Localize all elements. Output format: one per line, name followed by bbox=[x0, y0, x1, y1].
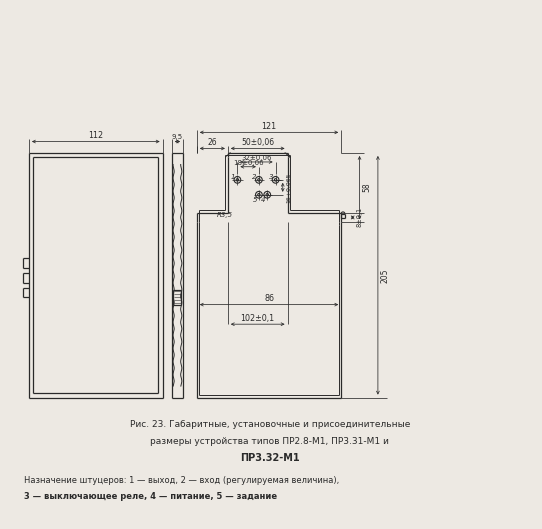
Text: R3,5: R3,5 bbox=[217, 213, 233, 218]
Text: 102±0,1: 102±0,1 bbox=[241, 314, 275, 323]
Text: 58: 58 bbox=[362, 183, 371, 193]
Text: 50±0,06: 50±0,06 bbox=[241, 138, 274, 147]
Text: 9,5: 9,5 bbox=[172, 134, 183, 140]
Text: 32±0,06: 32±0,06 bbox=[241, 155, 272, 161]
Text: 26: 26 bbox=[208, 138, 217, 147]
Text: 2: 2 bbox=[253, 175, 257, 180]
Text: 112: 112 bbox=[88, 131, 104, 140]
Text: 3 — выключающее реле, 4 — питание, 5 — задание: 3 — выключающее реле, 4 — питание, 5 — з… bbox=[24, 491, 278, 500]
Text: 3: 3 bbox=[269, 175, 274, 180]
Text: 4: 4 bbox=[261, 197, 266, 203]
Text: 121: 121 bbox=[261, 122, 276, 131]
Text: 86: 86 bbox=[264, 295, 274, 304]
Text: 205: 205 bbox=[380, 268, 389, 282]
Text: 5: 5 bbox=[253, 197, 257, 203]
Text: 8±0,1: 8±0,1 bbox=[357, 207, 363, 227]
Text: 1: 1 bbox=[231, 175, 235, 180]
Text: 16+0,065: 16+0,065 bbox=[286, 172, 291, 203]
Text: Назначение штуцеров: 1 — выход, 2 — вход (регулируемая величина),: Назначение штуцеров: 1 — выход, 2 — вход… bbox=[24, 476, 340, 485]
Text: размеры устройства типов ПР2.8-М1, ПР3.31-М1 и: размеры устройства типов ПР2.8-М1, ПР3.3… bbox=[151, 436, 389, 445]
Text: ПР3.32-М1: ПР3.32-М1 bbox=[240, 453, 300, 462]
Text: 18±0,06: 18±0,06 bbox=[233, 160, 263, 166]
Text: Рис. 23. Габаритные, установочные и присоединительные: Рис. 23. Габаритные, установочные и прис… bbox=[130, 421, 410, 430]
